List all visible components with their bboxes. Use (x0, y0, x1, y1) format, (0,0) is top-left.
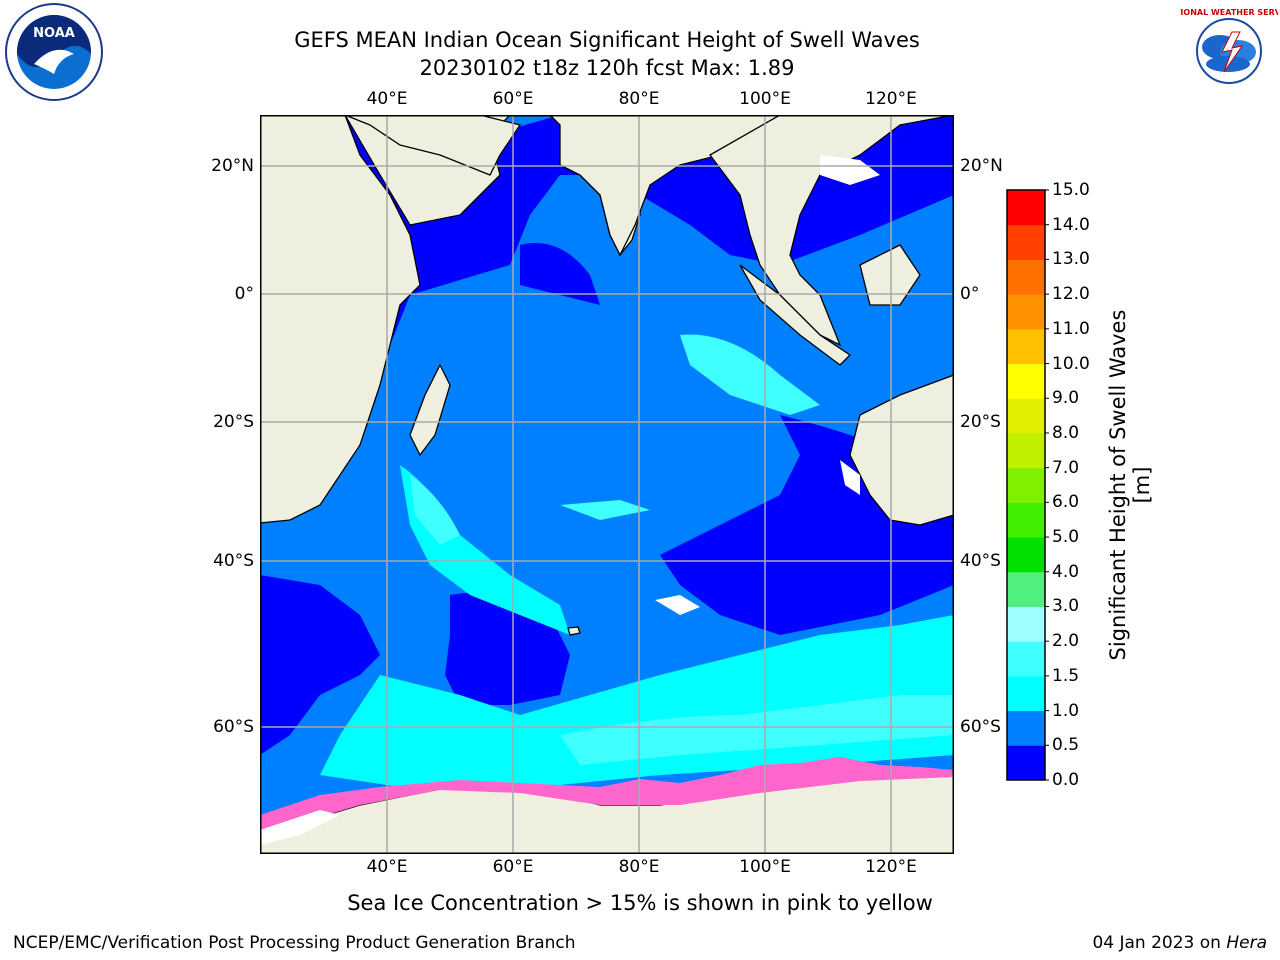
colorbar-segment (1007, 224, 1045, 260)
colorbar-segment (1007, 675, 1045, 712)
land (260, 115, 954, 854)
lon-label-bottom: 120°E (865, 857, 917, 877)
lon-label-bottom: 80°E (618, 857, 660, 877)
colorbar-tick-label: 0.0 (1052, 770, 1080, 790)
colorbar-tick-label: 12.0 (1052, 284, 1090, 305)
colorbar-segment (1007, 606, 1045, 642)
colorbar-segment (1007, 745, 1045, 781)
colorbar-tick-label: 2.0 (1052, 631, 1080, 652)
lat-label-right: 0° (960, 284, 980, 304)
lon-label-top: 80°E (618, 89, 660, 109)
colorbar-tick-label: 15.0 (1052, 180, 1090, 200)
colorbar (1006, 189, 1049, 781)
lon-label-top: 40°E (366, 89, 408, 109)
lat-label-right: 20°N (960, 156, 1003, 176)
colorbar-segment (1007, 537, 1045, 573)
national-weather-service-logo: NATIONAL WEATHER SERVICE (1163, 2, 1280, 100)
colorbar-segment (1007, 398, 1045, 434)
colorbar-segment (1007, 294, 1045, 330)
lat-label-left: 40°S (213, 551, 254, 571)
colorbar-segment (1007, 328, 1045, 365)
lat-label-left: 0° (234, 284, 254, 304)
colorbar-segment (1007, 190, 1045, 226)
colorbar-segment (1007, 432, 1045, 469)
colorbar-segment (1007, 571, 1045, 607)
lat-label-left: 20°S (213, 412, 254, 432)
colorbar-tick-label: 4.0 (1052, 561, 1080, 582)
colorbar-tick-label: 3.0 (1052, 596, 1080, 617)
lat-label-right: 60°S (960, 717, 1001, 737)
colorbar-segment (1007, 641, 1045, 677)
lon-label-top: 100°E (739, 89, 791, 109)
colorbar-tick-label: 1.0 (1052, 700, 1080, 721)
lon-label-top: 120°E (865, 89, 917, 109)
lat-label-left: 20°N (211, 156, 254, 176)
lat-label-right: 40°S (960, 551, 1001, 571)
colorbar-tick-label: 10.0 (1052, 353, 1090, 374)
lat-label-left: 60°S (213, 717, 254, 737)
footer-machine: Hera (1226, 933, 1267, 953)
lon-label-bottom: 60°E (492, 857, 534, 877)
chart-subtitle: 20230102 t18z 120h fcst Max: 1.89 (419, 56, 795, 80)
lat-label-right: 20°S (960, 412, 1001, 432)
colorbar-segment (1007, 259, 1045, 295)
colorbar-tick-label: 8.0 (1052, 422, 1080, 443)
lon-label-top: 60°E (492, 89, 534, 109)
chart-title: GEFS MEAN Indian Ocean Significant Heigh… (294, 28, 920, 52)
svg-text:NOAA: NOAA (33, 26, 75, 41)
colorbar-tick-label: 14.0 (1052, 214, 1090, 235)
lon-label-bottom: 100°E (739, 857, 791, 877)
noaa-logo: NOAA (4, 2, 104, 102)
colorbar-tick-label: 13.0 (1052, 249, 1090, 270)
no-data-regions (260, 155, 880, 845)
colorbar-tick-label: 7.0 (1052, 457, 1080, 478)
swell-band-1.5-2.0 (410, 334, 954, 765)
sea-ice-note: Sea Ice Concentration > 15% is shown in … (347, 891, 933, 915)
lon-label-bottom: 40°E (366, 857, 408, 877)
colorbar-segment (1007, 502, 1045, 538)
swell-height-map (260, 115, 954, 854)
colorbar-tick-label: 11.0 (1052, 318, 1090, 339)
sea-ice (260, 757, 954, 837)
colorbar-label: Significant Height of Swell Waves [m] (1106, 309, 1154, 661)
footer-date-text: 04 Jan 2023 on (1092, 933, 1227, 953)
footer-credit: NCEP/EMC/Verification Post Processing Pr… (13, 933, 576, 953)
colorbar-tick-label: 5.0 (1052, 527, 1080, 548)
colorbar-tick-label: 9.0 (1052, 388, 1080, 409)
colorbar-segment (1007, 363, 1045, 399)
colorbar-tick-label: 1.5 (1052, 665, 1080, 686)
colorbar-frame (1006, 189, 1046, 781)
colorbar-segment (1007, 467, 1045, 503)
map-frame (260, 115, 954, 854)
colorbar-tick-label: 0.5 (1052, 735, 1080, 756)
colorbar-tick-label: 6.0 (1052, 492, 1080, 513)
footer-date: 04 Jan 2023 on Hera (1092, 933, 1267, 953)
graticule (260, 115, 954, 854)
colorbar-segment (1007, 710, 1045, 746)
svg-text:NATIONAL WEATHER SERVICE: NATIONAL WEATHER SERVICE (1180, 8, 1278, 17)
